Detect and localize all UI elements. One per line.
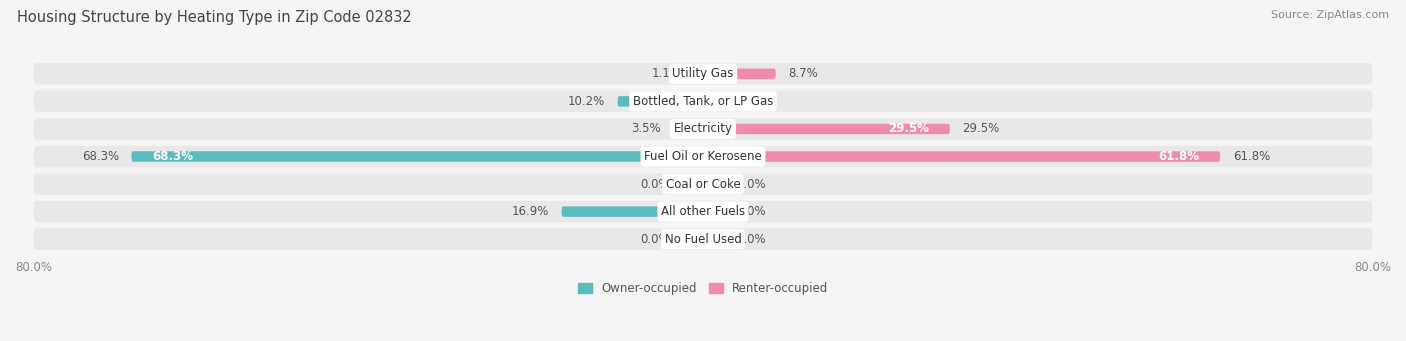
FancyBboxPatch shape bbox=[34, 173, 1372, 195]
Text: No Fuel Used: No Fuel Used bbox=[665, 233, 741, 246]
FancyBboxPatch shape bbox=[34, 63, 1372, 85]
FancyBboxPatch shape bbox=[703, 124, 950, 134]
FancyBboxPatch shape bbox=[34, 91, 1372, 112]
FancyBboxPatch shape bbox=[682, 179, 703, 189]
FancyBboxPatch shape bbox=[34, 228, 1372, 250]
Text: Coal or Coke: Coal or Coke bbox=[665, 178, 741, 191]
Text: Utility Gas: Utility Gas bbox=[672, 67, 734, 80]
Text: 68.3%: 68.3% bbox=[152, 150, 194, 163]
Text: 68.3%: 68.3% bbox=[82, 150, 120, 163]
Text: 3.5%: 3.5% bbox=[631, 122, 661, 135]
Text: Fuel Oil or Kerosene: Fuel Oil or Kerosene bbox=[644, 150, 762, 163]
Text: 0.0%: 0.0% bbox=[640, 233, 669, 246]
Text: 16.9%: 16.9% bbox=[512, 205, 548, 218]
FancyBboxPatch shape bbox=[34, 146, 1372, 167]
Text: Source: ZipAtlas.com: Source: ZipAtlas.com bbox=[1271, 10, 1389, 20]
Text: 1.1%: 1.1% bbox=[651, 67, 682, 80]
Text: 0.0%: 0.0% bbox=[737, 178, 766, 191]
Text: 29.5%: 29.5% bbox=[963, 122, 1000, 135]
Text: 0.0%: 0.0% bbox=[737, 233, 766, 246]
FancyBboxPatch shape bbox=[703, 179, 724, 189]
Text: 10.2%: 10.2% bbox=[568, 95, 605, 108]
FancyBboxPatch shape bbox=[703, 206, 724, 217]
FancyBboxPatch shape bbox=[682, 234, 703, 244]
FancyBboxPatch shape bbox=[34, 118, 1372, 140]
Text: Bottled, Tank, or LP Gas: Bottled, Tank, or LP Gas bbox=[633, 95, 773, 108]
Text: 8.7%: 8.7% bbox=[789, 67, 818, 80]
FancyBboxPatch shape bbox=[703, 96, 724, 107]
FancyBboxPatch shape bbox=[34, 201, 1372, 222]
FancyBboxPatch shape bbox=[131, 151, 703, 162]
FancyBboxPatch shape bbox=[617, 96, 703, 107]
Text: 0.0%: 0.0% bbox=[737, 205, 766, 218]
Text: 29.5%: 29.5% bbox=[889, 122, 929, 135]
FancyBboxPatch shape bbox=[693, 69, 703, 79]
FancyBboxPatch shape bbox=[703, 234, 724, 244]
Text: 61.8%: 61.8% bbox=[1159, 150, 1199, 163]
Text: Housing Structure by Heating Type in Zip Code 02832: Housing Structure by Heating Type in Zip… bbox=[17, 10, 412, 25]
Text: 0.0%: 0.0% bbox=[640, 178, 669, 191]
Text: 61.8%: 61.8% bbox=[1233, 150, 1270, 163]
Text: 0.0%: 0.0% bbox=[737, 95, 766, 108]
FancyBboxPatch shape bbox=[703, 151, 1220, 162]
Legend: Owner-occupied, Renter-occupied: Owner-occupied, Renter-occupied bbox=[578, 282, 828, 295]
FancyBboxPatch shape bbox=[673, 124, 703, 134]
FancyBboxPatch shape bbox=[561, 206, 703, 217]
Text: All other Fuels: All other Fuels bbox=[661, 205, 745, 218]
FancyBboxPatch shape bbox=[703, 69, 776, 79]
Text: Electricity: Electricity bbox=[673, 122, 733, 135]
